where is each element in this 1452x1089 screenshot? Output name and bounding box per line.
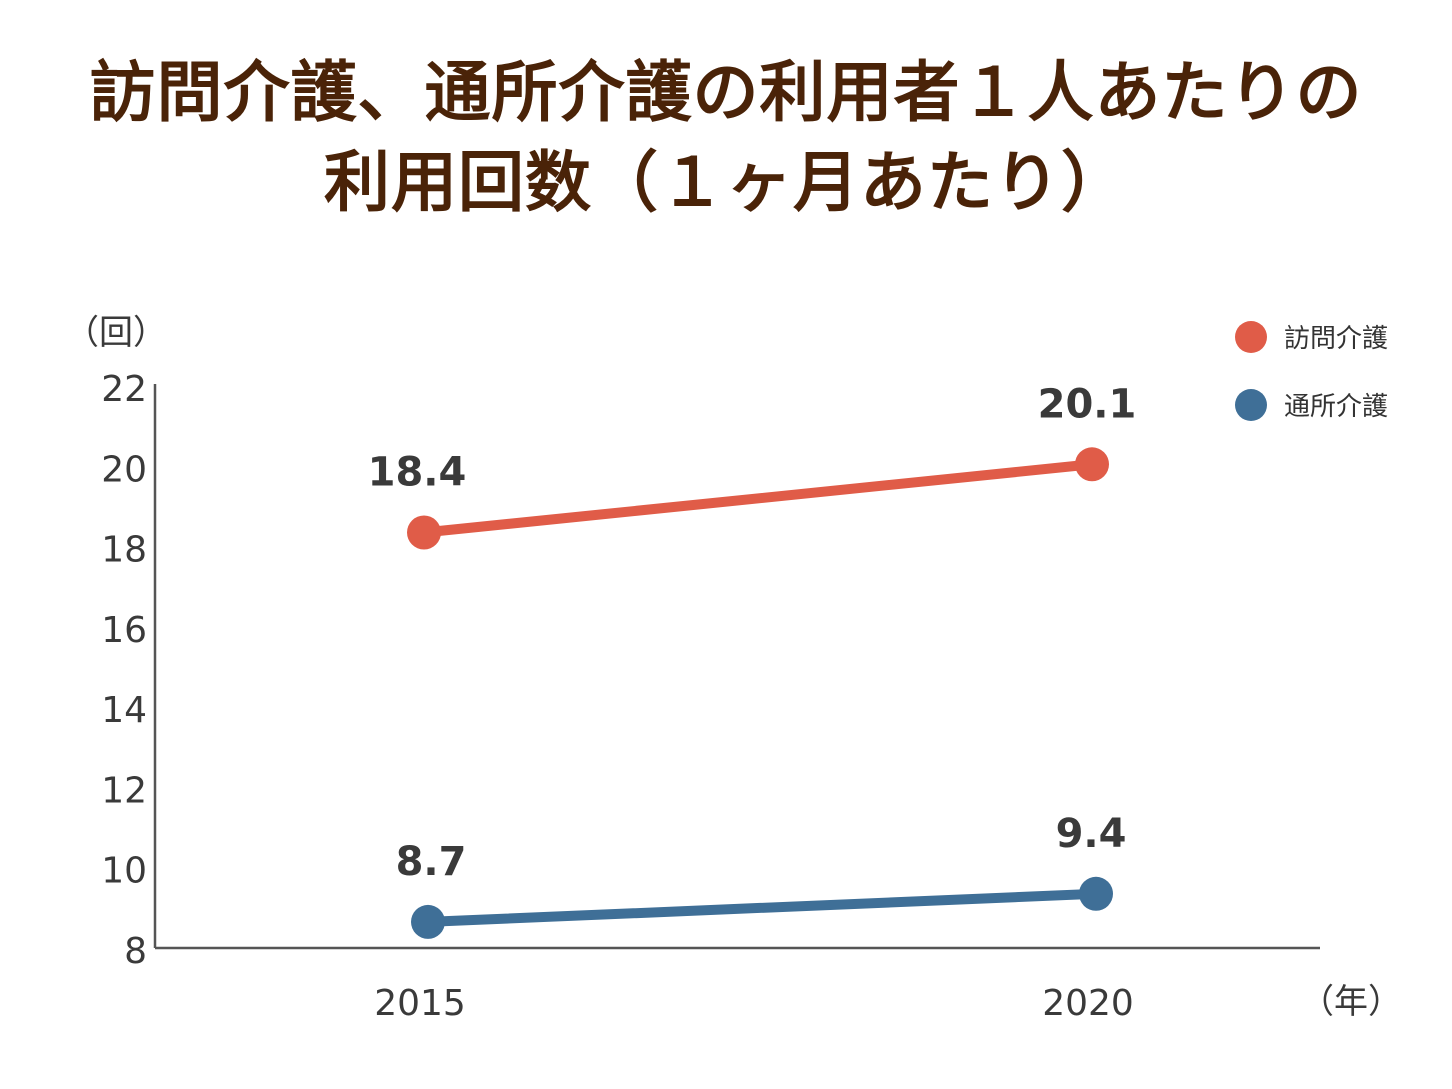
legend-marker-2 bbox=[1235, 389, 1267, 421]
chart-title-line-2: 利用回数（１ヶ月あたり） bbox=[324, 144, 1128, 221]
legend-marker-1 bbox=[1235, 321, 1267, 353]
y-tick-label: 10 bbox=[101, 851, 147, 892]
y-tick-label: 14 bbox=[101, 690, 147, 731]
y-tick-label: 12 bbox=[101, 770, 147, 811]
series-line-2 bbox=[423, 888, 1101, 927]
y-tick-label: 16 bbox=[101, 610, 147, 651]
x-tick-labels: 2015 2020 bbox=[374, 983, 1134, 1024]
data-point bbox=[1079, 876, 1113, 911]
y-tick-label: 18 bbox=[101, 530, 147, 571]
data-point bbox=[411, 904, 445, 939]
data-label: 8.7 bbox=[396, 839, 467, 885]
y-tick-label: 20 bbox=[101, 449, 147, 490]
data-label: 20.1 bbox=[1038, 381, 1137, 427]
y-tick-labels: 22 20 18 16 14 12 10 8 bbox=[101, 369, 147, 972]
data-point bbox=[407, 515, 441, 550]
series-group: 18.4 20.1 8.7 9.4 bbox=[368, 381, 1137, 939]
x-tick-label: 2015 bbox=[374, 983, 466, 1024]
y-tick-label: 22 bbox=[101, 369, 147, 410]
y-axis-unit: （回） bbox=[65, 313, 167, 353]
x-tick-label: 2020 bbox=[1042, 983, 1134, 1024]
legend-label-1: 訪問介護 bbox=[1284, 324, 1388, 354]
series-line-1 bbox=[419, 459, 1097, 538]
legend-label-2: 通所介護 bbox=[1284, 392, 1388, 422]
data-label: 9.4 bbox=[1056, 811, 1127, 857]
data-label: 18.4 bbox=[368, 450, 467, 496]
chart-title-line-1: 訪問介護、通所介護の利用者１人あたりの bbox=[89, 54, 1363, 131]
y-tick-label: 8 bbox=[124, 931, 147, 972]
x-axis-unit: （年） bbox=[1300, 982, 1402, 1022]
data-point bbox=[1075, 447, 1109, 482]
